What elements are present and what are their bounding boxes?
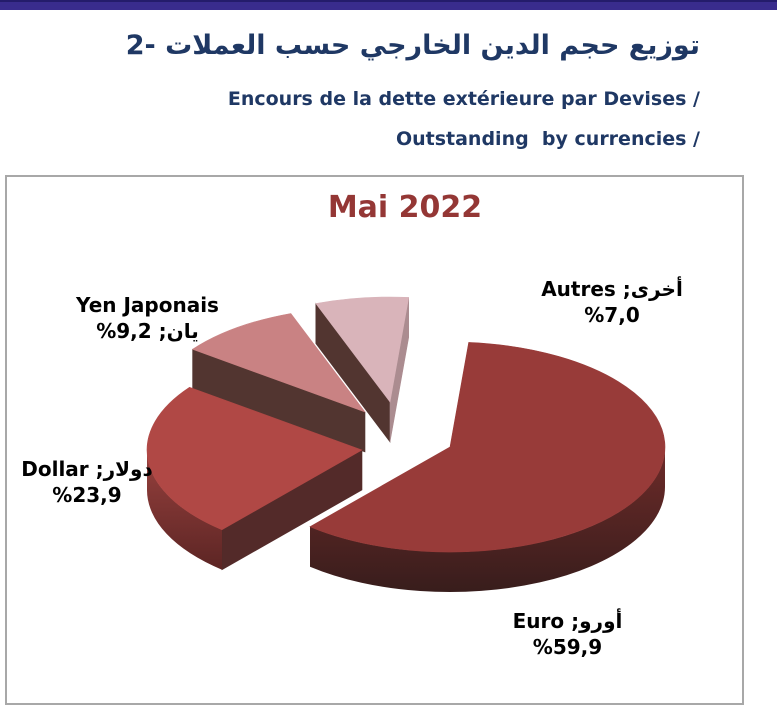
- pie-label-euro: أورو; Euro %59,9: [455, 608, 680, 660]
- page-title-arabic: 2-‎ توزيع حجم الدين الخارجي حسب العملات: [125, 30, 700, 61]
- pie-slice-euro: [309, 342, 666, 593]
- pie-label-dollar-name: دولار; Dollar: [21, 457, 153, 481]
- pie-label-autres-name: أخرى; Autres: [541, 277, 683, 301]
- top-accent-bar: [0, 0, 777, 10]
- pie-slice-autres: [315, 296, 410, 443]
- pie-slice-yen-japonais: [191, 313, 366, 453]
- pie-label-autres: أخرى; Autres %7,0: [487, 276, 737, 328]
- page-subtitle-english: Outstanding by currencies /: [395, 128, 700, 150]
- chart-title: Mai 2022: [327, 190, 483, 225]
- pie-label-yen-value: يان; 9,2%: [96, 319, 199, 343]
- pie-label-autres-value: %7,0: [584, 303, 640, 327]
- pie-label-dollar-value: %23,9: [52, 483, 122, 507]
- pie-label-yen: Yen Japonais يان; 9,2%: [35, 292, 260, 344]
- pie-label-euro-value: %59,9: [532, 635, 603, 659]
- page-subtitle-french: Encours de la dette extérieure par Devis…: [227, 88, 700, 110]
- pie-slice-dollar: [146, 386, 363, 571]
- pie-label-dollar: دولار; Dollar %23,9: [2, 456, 172, 508]
- pie-label-euro-name: أورو; Euro: [512, 609, 623, 633]
- pie-label-yen-name: Yen Japonais: [76, 293, 219, 317]
